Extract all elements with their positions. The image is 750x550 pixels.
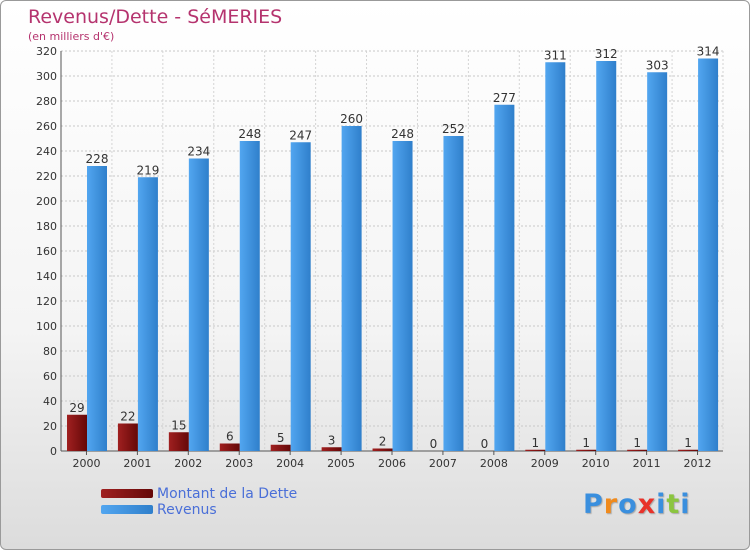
data-label-debt-2009: 1	[531, 436, 539, 450]
x-tick-label-2007: 2007	[429, 457, 457, 470]
bar-revenue-2009	[545, 62, 566, 451]
bar-debt-2010	[576, 449, 597, 451]
bar-debt-2000	[67, 414, 87, 451]
bar-revenue-2000	[87, 166, 107, 451]
data-label-revenue-2011: 303	[646, 58, 669, 72]
y-tick-label-300: 300	[36, 70, 57, 83]
bar-revenue-2004	[290, 142, 311, 451]
logo-letter: P	[583, 489, 604, 520]
bar-debt-2003	[219, 443, 240, 451]
x-tick-label-2001: 2001	[123, 457, 151, 470]
y-tick-label-120: 120	[36, 295, 57, 308]
logo-letter: o	[618, 489, 638, 520]
y-tick-label-140: 140	[36, 270, 57, 283]
data-label-revenue-2004: 247	[289, 128, 312, 142]
y-tick-label-20: 20	[43, 420, 57, 433]
x-tick-label-2011: 2011	[633, 457, 661, 470]
y-tick-label-220: 220	[36, 170, 57, 183]
data-label-revenue-2005: 260	[340, 112, 363, 126]
data-label-debt-2007: 0	[430, 437, 438, 451]
x-tick-label-2003: 2003	[225, 457, 253, 470]
y-tick-label-60: 60	[43, 370, 57, 383]
data-label-revenue-2007: 252	[442, 122, 465, 136]
y-tick-label-260: 260	[36, 120, 57, 133]
bar-revenue-2010	[596, 61, 617, 451]
data-label-revenue-2010: 312	[595, 47, 618, 61]
bar-debt-2002	[168, 432, 189, 451]
y-tick-label-180: 180	[36, 220, 57, 233]
bar-debt-2009	[525, 449, 546, 451]
bar-debt-2005	[321, 447, 342, 451]
data-label-debt-2002: 15	[171, 418, 186, 432]
data-label-revenue-2008: 277	[493, 91, 516, 105]
x-tick-label-2002: 2002	[174, 457, 202, 470]
y-tick-label-80: 80	[43, 345, 57, 358]
logo-letter: t	[666, 489, 681, 520]
data-label-debt-2006: 2	[379, 435, 387, 449]
logo-letter: x	[637, 489, 657, 520]
data-label-revenue-2002: 234	[187, 145, 210, 159]
data-label-debt-2011: 1	[633, 436, 641, 450]
data-label-debt-2000: 29	[69, 401, 84, 415]
data-label-revenue-2009: 311	[544, 48, 567, 62]
x-tick-label-2008: 2008	[480, 457, 508, 470]
bar-debt-2006	[372, 448, 393, 451]
x-tick-label-2000: 2000	[72, 457, 100, 470]
bar-revenue-2008	[494, 104, 515, 451]
y-tick-label-0: 0	[50, 445, 57, 458]
proxiti-logo: Proxiti	[583, 489, 691, 520]
y-tick-label-320: 320	[36, 45, 57, 58]
bar-revenue-2012	[698, 58, 719, 451]
bar-revenue-2003	[239, 141, 260, 451]
legend-label-revenue: Revenus	[157, 502, 217, 518]
data-label-debt-2012: 1	[684, 436, 692, 450]
data-label-revenue-2001: 219	[136, 163, 159, 177]
legend-label-debt: Montant de la Dette	[157, 486, 298, 502]
data-label-revenue-2003: 248	[238, 127, 261, 141]
logo-letter: i	[656, 489, 667, 520]
x-tick-label-2005: 2005	[327, 457, 355, 470]
bar-revenue-2007	[443, 136, 464, 451]
y-tick-label-280: 280	[36, 95, 57, 108]
y-tick-label-100: 100	[36, 320, 57, 333]
legend-swatch-revenue	[101, 505, 153, 514]
y-tick-label-40: 40	[43, 395, 57, 408]
data-label-debt-2001: 22	[120, 410, 135, 424]
x-tick-label-2006: 2006	[378, 457, 406, 470]
y-tick-label-200: 200	[36, 195, 57, 208]
x-tick-label-2012: 2012	[684, 457, 712, 470]
y-tick-label-240: 240	[36, 145, 57, 158]
chart-title: Revenus/Dette - SéMERIES	[28, 6, 283, 28]
x-tick-label-2004: 2004	[276, 457, 304, 470]
data-label-debt-2008: 0	[481, 437, 489, 451]
y-tick-label-160: 160	[36, 245, 57, 258]
bar-revenue-2001	[137, 177, 158, 451]
bar-debt-2012	[678, 449, 699, 451]
logo-letter: r	[603, 489, 619, 520]
x-tick-label-2009: 2009	[531, 457, 559, 470]
data-label-debt-2003: 6	[226, 430, 234, 444]
data-label-debt-2004: 5	[277, 431, 285, 445]
data-label-revenue-2012: 314	[697, 45, 720, 59]
chart-unit-label: (en milliers d'€)	[28, 30, 115, 43]
data-label-revenue-2006: 248	[391, 127, 414, 141]
bar-revenue-2006	[392, 141, 413, 451]
x-tick-label-2010: 2010	[582, 457, 610, 470]
bar-revenue-2002	[188, 158, 209, 451]
bar-debt-2001	[117, 423, 138, 451]
data-label-revenue-2000: 228	[86, 152, 109, 166]
bar-revenue-2011	[647, 72, 668, 451]
logo-letter: i	[680, 489, 691, 520]
bar-debt-2011	[627, 449, 648, 451]
bar-debt-2004	[270, 444, 291, 451]
data-label-debt-2005: 3	[328, 433, 336, 447]
legend-swatch-debt	[101, 489, 153, 498]
bar-revenue-2005	[341, 126, 362, 451]
data-label-debt-2010: 1	[582, 436, 590, 450]
